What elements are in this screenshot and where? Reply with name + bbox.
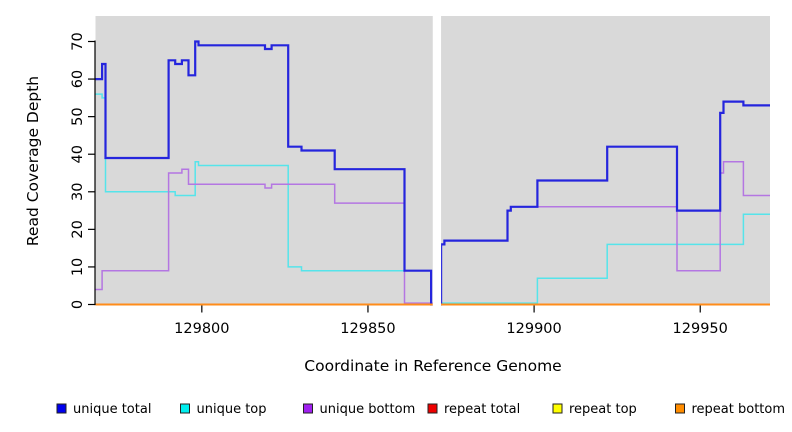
legend: unique total unique top unique bottom repea… [56, 402, 786, 417]
y-tick-label: 10 [70, 258, 86, 276]
legend-label: repeat total [444, 402, 520, 417]
legend-label: repeat top [569, 402, 637, 417]
plot-layers: 0 10 20 30 40 50 60 70 129800 129850 129900 129950 [70, 15, 770, 337]
legend-item-repeat-bottom: repeat bottom [675, 402, 786, 417]
x-tick-label: 129800 [174, 321, 229, 337]
legend-swatch-unique-bottom [303, 403, 313, 414]
legend-swatch-unique-top [180, 403, 190, 414]
y-tick-label: 70 [70, 32, 86, 50]
legend-item-repeat-top: repeat top [552, 402, 637, 417]
series-line-unique-top [95, 93, 770, 304]
coverage-gap-band [432, 15, 442, 307]
legend-label: unique top [197, 402, 267, 417]
y-tick-label: 50 [70, 107, 86, 125]
legend-label: unique total [73, 402, 151, 417]
legend-item-unique-total: unique total [56, 402, 151, 417]
legend-label: repeat bottom [692, 402, 786, 417]
x-tick-label: 129900 [506, 321, 561, 337]
y-tick-label: 40 [70, 145, 86, 163]
legend-swatch-repeat-bottom [675, 403, 685, 414]
x-axis-title: Coordinate in Reference Genome [304, 357, 561, 375]
legend-swatch-repeat-total [427, 403, 438, 414]
x-tick-label: 129950 [673, 321, 728, 337]
y-tick-label: 20 [70, 220, 86, 238]
legend-item-repeat-total: repeat total [427, 402, 520, 417]
y-tick-label: 60 [70, 70, 86, 88]
x-tick-label: 129850 [340, 321, 395, 337]
y-tick-label: 30 [70, 183, 86, 201]
y-tick-label: 0 [70, 300, 86, 309]
legend-label: unique bottom [320, 402, 416, 417]
legend-swatch-repeat-top [552, 403, 563, 414]
legend-item-unique-bottom: unique bottom [303, 402, 416, 417]
series-line-unique-total [95, 40, 770, 306]
y-axis-title: Read Coverage Depth [24, 76, 42, 246]
legend-item-unique-top: unique top [180, 402, 267, 417]
legend-swatch-unique-total [56, 403, 67, 414]
series-line-unique-bottom [95, 160, 770, 304]
